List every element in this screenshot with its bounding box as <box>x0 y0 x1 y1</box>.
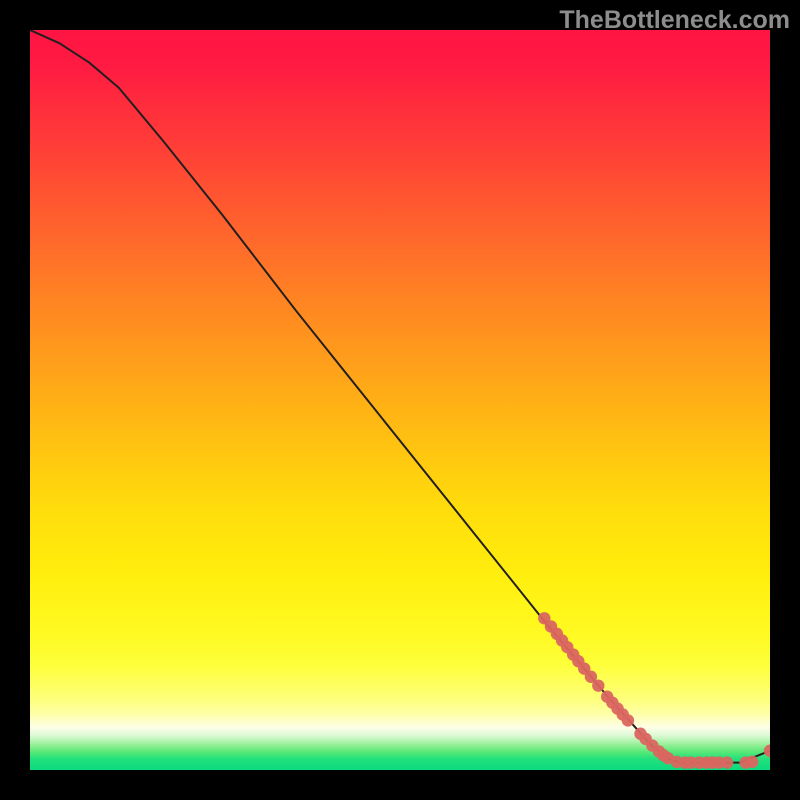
watermark-text: TheBottleneck.com <box>559 6 790 35</box>
plot-svg <box>30 30 770 770</box>
plot-background <box>30 30 770 770</box>
plot-area <box>30 30 770 770</box>
marker-point <box>721 756 733 768</box>
marker-point <box>592 679 604 691</box>
marker-point <box>622 714 634 726</box>
chart-container: TheBottleneck.com <box>0 0 800 800</box>
marker-point <box>746 756 758 768</box>
